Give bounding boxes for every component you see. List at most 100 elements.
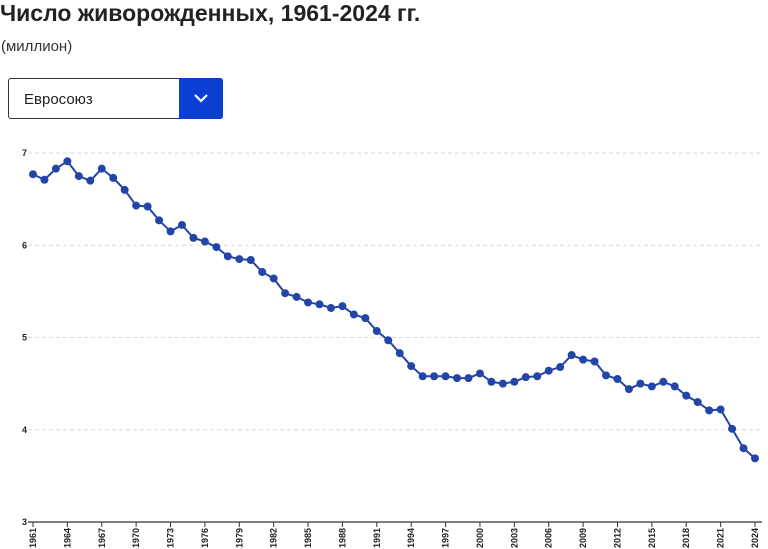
x-tick-label: 1979 <box>234 528 244 548</box>
data-point <box>51 164 60 173</box>
y-tick-label: 5 <box>22 333 27 343</box>
x-tick-label: 1964 <box>62 528 72 548</box>
data-point <box>200 237 209 246</box>
x-tick-label: 2000 <box>475 528 485 548</box>
data-point <box>624 385 633 394</box>
data-point <box>338 302 347 311</box>
data-point <box>29 170 37 179</box>
x-tick-label: 1976 <box>200 528 210 548</box>
data-point <box>86 176 95 185</box>
data-point <box>579 355 588 364</box>
data-point <box>544 366 553 375</box>
data-point <box>751 454 759 463</box>
x-tick-label: 2018 <box>681 528 691 548</box>
data-point <box>189 233 198 242</box>
x-tick-label: 1994 <box>406 528 416 548</box>
y-tick-label: 3 <box>22 517 27 527</box>
data-point <box>693 398 702 407</box>
data-point <box>395 349 404 358</box>
data-point <box>74 172 83 181</box>
data-point <box>682 391 691 400</box>
x-tick-label: 1988 <box>337 528 347 548</box>
data-point <box>120 185 129 194</box>
chevron-icon <box>194 94 208 103</box>
x-tick-label: 2009 <box>578 528 588 548</box>
data-point <box>132 201 141 210</box>
data-point <box>728 424 737 433</box>
data-point <box>510 377 519 386</box>
data-point <box>155 216 164 225</box>
x-tick-label: 1985 <box>303 528 313 548</box>
data-point <box>464 374 473 383</box>
data-point <box>361 314 370 323</box>
x-tick-label: 1970 <box>131 528 141 548</box>
data-point <box>602 371 611 380</box>
data-point <box>97 164 106 173</box>
region-dropdown[interactable]: Евросоюз <box>8 78 223 119</box>
data-point <box>716 405 725 414</box>
data-point <box>235 255 244 264</box>
data-point <box>292 292 301 301</box>
data-point <box>453 374 462 383</box>
data-point <box>258 268 267 277</box>
data-point <box>143 202 152 211</box>
x-tick-label: 1973 <box>166 528 176 548</box>
data-point <box>40 175 49 184</box>
data-point <box>556 363 565 372</box>
x-tick-label: 2006 <box>544 528 554 548</box>
data-point <box>304 298 313 307</box>
y-tick-label: 6 <box>22 240 27 250</box>
x-tick-label: 2021 <box>716 528 726 548</box>
data-point <box>647 382 656 391</box>
data-point <box>475 369 484 378</box>
series-line <box>32 159 756 460</box>
data-point <box>521 373 530 382</box>
x-tick-label: 1982 <box>269 528 279 548</box>
data-point <box>384 336 393 345</box>
dropdown-button[interactable] <box>179 78 223 119</box>
x-tick-label: 1991 <box>372 528 382 548</box>
data-point <box>567 351 576 360</box>
data-point <box>418 372 427 381</box>
data-point <box>659 377 668 386</box>
chart-subtitle: (миллион) <box>1 38 73 55</box>
data-point <box>63 157 72 166</box>
x-tick-label: 2012 <box>612 528 622 548</box>
data-point <box>281 289 290 298</box>
data-point <box>498 379 507 388</box>
data-point <box>349 310 358 319</box>
data-point <box>166 227 175 236</box>
data-point <box>487 377 496 386</box>
data-point <box>212 243 221 252</box>
y-tick-label: 7 <box>22 148 27 158</box>
chart-title: Число живорожденных, 1961-2024 гг. <box>0 0 421 26</box>
x-tick-label: 2015 <box>647 528 657 548</box>
data-point <box>372 327 381 336</box>
x-tick-label: 1961 <box>28 528 38 548</box>
x-tick-label: 1967 <box>97 528 107 548</box>
data-point <box>109 173 118 182</box>
x-tick-label: 2003 <box>509 528 519 548</box>
data-point <box>326 303 335 312</box>
data-point <box>670 382 679 391</box>
data-point <box>636 379 645 388</box>
data-point <box>739 444 748 453</box>
data-point <box>269 274 278 283</box>
x-tick-label: 2024 <box>750 528 760 548</box>
data-point <box>590 357 599 366</box>
data-point <box>613 375 622 384</box>
data-point <box>177 220 186 229</box>
data-point <box>407 362 416 371</box>
dropdown-value: Евросоюз <box>24 91 93 108</box>
data-point <box>315 300 324 309</box>
data-point <box>246 256 255 265</box>
x-tick-label: 1997 <box>441 528 451 548</box>
data-point <box>441 372 450 381</box>
data-point <box>533 372 542 381</box>
data-point <box>223 252 232 261</box>
data-point <box>430 372 439 381</box>
y-tick-label: 4 <box>22 425 27 435</box>
data-point <box>705 406 714 415</box>
